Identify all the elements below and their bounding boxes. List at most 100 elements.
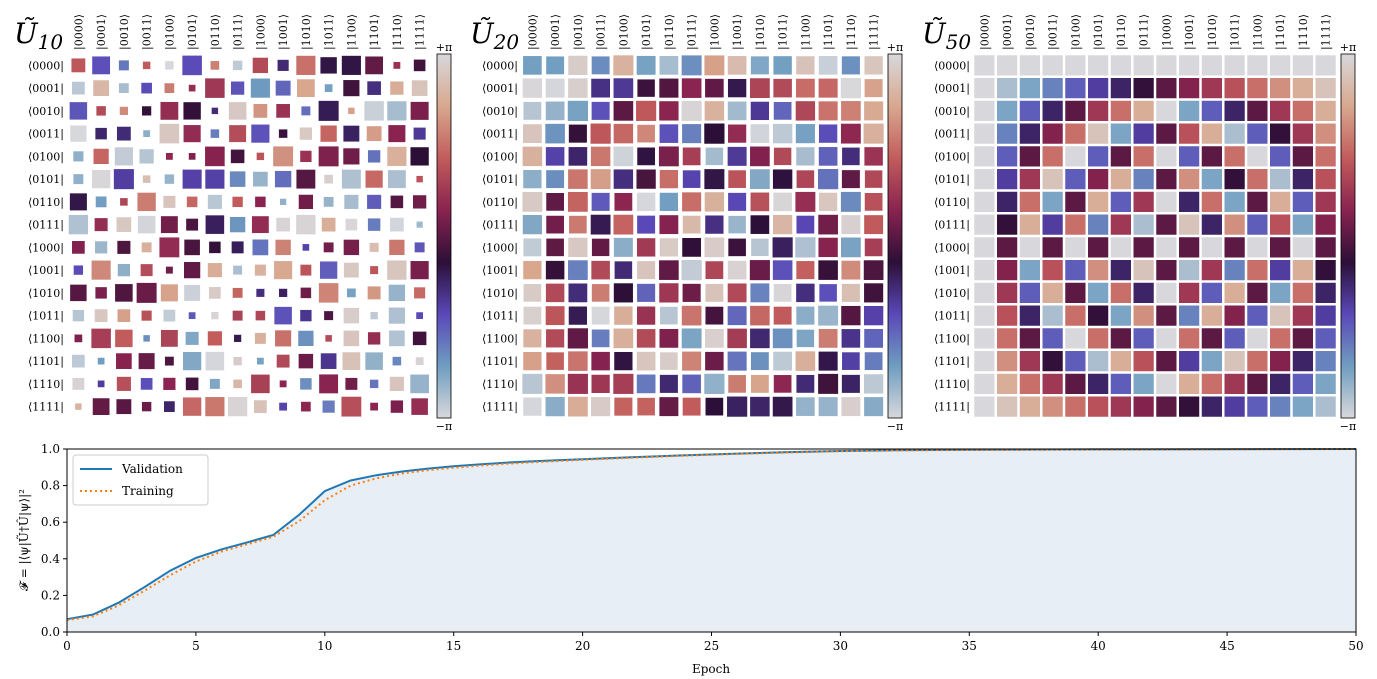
matrix-cell xyxy=(1179,351,1200,372)
matrix-cell xyxy=(750,192,770,212)
matrix-cell xyxy=(523,284,542,302)
matrix-cell xyxy=(118,60,129,71)
matrix-cell xyxy=(1088,169,1109,190)
matrix-cell xyxy=(841,305,861,326)
matrix-cell xyxy=(1179,191,1200,212)
matrix-cell xyxy=(1065,55,1086,76)
matrix-cell xyxy=(591,101,610,120)
matrix-cell xyxy=(1315,100,1336,121)
matrix-cell xyxy=(614,192,633,211)
matrix-cell xyxy=(343,239,360,256)
matrix-cell xyxy=(773,283,792,302)
matrix-cell xyxy=(72,241,85,254)
col-label: |1110⟩ xyxy=(1297,14,1311,50)
matrix-panel-3: Ũ50 |0000⟩ |0001⟩ |0010⟩ |0011⟩ |0100⟩ |0101⟩… xyxy=(922,14,1356,433)
matrix-cell xyxy=(1292,55,1313,76)
matrix-cell xyxy=(298,330,314,347)
matrix-cell xyxy=(1201,282,1222,303)
matrix-cell xyxy=(1270,169,1291,190)
matrix-cell xyxy=(590,146,611,167)
row-label: ⟨1111| xyxy=(482,401,518,415)
matrix-cell xyxy=(637,397,655,416)
matrix-cell xyxy=(139,149,154,164)
matrix-cell xyxy=(1247,214,1268,235)
matrix-title-2-sub: 20 xyxy=(493,30,520,54)
matrix-cell xyxy=(818,169,839,190)
matrix-cell xyxy=(682,351,702,371)
matrix-cell xyxy=(704,123,725,144)
matrix-cell xyxy=(300,378,312,390)
matrix-cell xyxy=(1179,123,1200,144)
matrix-cell xyxy=(682,374,701,394)
matrix-cell xyxy=(91,328,111,349)
matrix-cell xyxy=(1179,305,1200,326)
matrix-cell xyxy=(1224,78,1245,99)
matrix-cell xyxy=(864,215,884,235)
matrix-cell xyxy=(864,328,884,348)
matrix-cell xyxy=(637,147,655,166)
matrix-cell xyxy=(279,402,288,411)
matrix-cell xyxy=(795,124,815,144)
matrix-cell xyxy=(614,261,633,279)
matrix-cell xyxy=(1088,260,1109,281)
matrix-cell xyxy=(321,217,336,232)
matrix-title-1-main: Ũ xyxy=(14,17,39,50)
matrix-cell xyxy=(1292,146,1313,167)
matrix-cell xyxy=(1088,305,1109,326)
matrix-cell xyxy=(568,306,588,325)
matrix-cell xyxy=(210,61,220,70)
matrix-cell xyxy=(727,260,747,280)
matrix-cell xyxy=(568,124,587,143)
col-label: |1110⟩ xyxy=(391,14,405,50)
matrix-cell xyxy=(545,123,565,144)
matrix-cell xyxy=(1065,237,1086,258)
colorbar-bottom-label: −π xyxy=(887,420,903,433)
matrix-cell xyxy=(997,351,1018,372)
matrix-cell xyxy=(773,102,792,120)
matrix-cell xyxy=(1292,214,1313,235)
matrix-cell xyxy=(1270,237,1291,258)
matrix-cell xyxy=(1224,55,1245,76)
matrix-cell xyxy=(114,147,133,166)
matrix-cell xyxy=(841,329,861,348)
matrix-cell xyxy=(864,147,883,166)
matrix-cell xyxy=(636,169,656,189)
matrix-cell xyxy=(251,124,270,143)
legend: Validation Training xyxy=(72,454,209,506)
matrix-cell xyxy=(1315,328,1336,349)
matrix-cell xyxy=(234,334,242,342)
matrix-cell xyxy=(659,169,679,189)
matrix-cell xyxy=(1088,100,1109,121)
matrix-cell xyxy=(997,305,1018,326)
matrix-cell xyxy=(658,146,679,167)
matrix-cell xyxy=(1133,123,1154,144)
matrix-title-2: Ũ20 xyxy=(470,17,519,54)
matrix-cell xyxy=(1201,373,1222,394)
row-label: ⟨0001| xyxy=(482,82,518,96)
matrix-cell xyxy=(205,215,225,234)
matrix-cell xyxy=(750,56,769,75)
matrix-cell xyxy=(365,56,384,75)
matrix-cell xyxy=(997,214,1018,235)
colorbar-3: +π −π xyxy=(1340,41,1356,433)
matrix-cell xyxy=(1088,78,1109,99)
matrix-cell xyxy=(1156,123,1177,144)
matrix-cell xyxy=(413,59,426,72)
matrix-cell xyxy=(591,284,610,302)
col-label: |1001⟩ xyxy=(731,14,745,50)
matrix-cell xyxy=(140,378,153,390)
matrix-cell xyxy=(1088,282,1109,303)
fidelity-fill-area xyxy=(67,449,1356,632)
matrix-cell xyxy=(1292,169,1313,190)
matrix-cell xyxy=(70,284,87,302)
matrix-cell xyxy=(1042,260,1063,281)
matrix-cell xyxy=(613,146,634,167)
row-label: ⟨0111| xyxy=(28,219,64,233)
matrix-cell xyxy=(1019,169,1040,190)
matrix-cell xyxy=(1315,55,1336,76)
matrix-cell xyxy=(864,238,883,257)
x-tick-label: 5 xyxy=(192,639,200,653)
matrix-cell xyxy=(1247,169,1268,190)
matrix-cell xyxy=(728,124,747,143)
matrix-cell xyxy=(1042,373,1063,394)
